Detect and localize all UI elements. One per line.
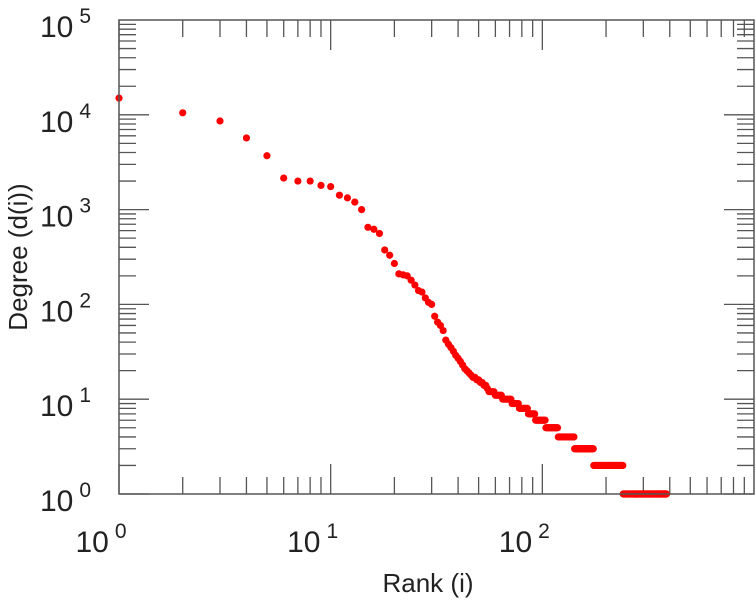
tick-exponent: 5 bbox=[79, 5, 91, 28]
y-tick-label: 10 2 bbox=[40, 289, 91, 328]
data-point bbox=[317, 181, 325, 190]
data-point bbox=[619, 461, 627, 470]
tick-exponent: 2 bbox=[538, 520, 550, 543]
data-point bbox=[570, 433, 578, 441]
tick-exponent: 4 bbox=[79, 100, 91, 123]
x-axis-title: Rank (i) bbox=[382, 568, 473, 598]
data-point bbox=[375, 229, 384, 238]
data-point bbox=[428, 300, 436, 308]
data-point bbox=[280, 174, 288, 182]
x-tick-labels: 10 0 10 1 10 2 bbox=[75, 520, 549, 559]
data-point bbox=[294, 177, 302, 185]
tick-base: 10 bbox=[287, 526, 320, 559]
x-tick-label: 10 2 bbox=[499, 520, 550, 559]
tick-exponent: 2 bbox=[79, 289, 91, 312]
data-point bbox=[431, 312, 439, 320]
data-point bbox=[439, 326, 447, 335]
y-axis-title: Degree (d(i)) bbox=[3, 183, 33, 330]
y-tick-label: 10 1 bbox=[40, 384, 91, 423]
tick-base: 10 bbox=[75, 526, 108, 559]
plot-frame bbox=[118, 19, 755, 495]
tick-exponent: 0 bbox=[115, 520, 127, 543]
data-point bbox=[589, 445, 597, 453]
tick-base: 10 bbox=[40, 390, 73, 423]
data-point bbox=[531, 410, 539, 418]
data-point bbox=[179, 109, 187, 117]
tick-exponent: 3 bbox=[79, 195, 91, 218]
data-point bbox=[364, 223, 372, 231]
data-point bbox=[263, 152, 271, 160]
data-point bbox=[381, 246, 389, 254]
tick-base: 10 bbox=[40, 485, 73, 518]
data-point bbox=[343, 194, 352, 202]
x-tick-label: 10 0 bbox=[75, 520, 126, 559]
y-tick-label: 10 5 bbox=[40, 5, 91, 44]
data-point bbox=[351, 198, 359, 206]
data-point bbox=[541, 416, 549, 424]
tick-base: 10 bbox=[499, 526, 532, 559]
data-point bbox=[407, 276, 415, 284]
data-points bbox=[115, 94, 671, 498]
tick-base: 10 bbox=[40, 11, 73, 44]
tick-exponent: 1 bbox=[327, 520, 339, 543]
axis-ticks bbox=[118, 20, 754, 495]
data-point bbox=[411, 281, 419, 289]
y-tick-labels: 10 0 10 1 10 2 10 3 10 4 10 5 bbox=[40, 5, 91, 518]
tick-base: 10 bbox=[40, 106, 73, 139]
data-point bbox=[523, 404, 531, 412]
data-point bbox=[357, 206, 366, 214]
data-point bbox=[242, 134, 251, 142]
data-point bbox=[370, 225, 378, 233]
tick-base: 10 bbox=[40, 201, 73, 234]
tick-exponent: 0 bbox=[79, 479, 91, 502]
tick-base: 10 bbox=[40, 295, 73, 328]
tick-exponent: 1 bbox=[79, 384, 91, 407]
data-point bbox=[335, 191, 344, 199]
data-point bbox=[216, 117, 224, 125]
data-point bbox=[390, 259, 398, 268]
data-point bbox=[418, 288, 426, 296]
data-point bbox=[306, 177, 314, 185]
y-tick-label: 10 3 bbox=[40, 195, 91, 234]
data-point bbox=[327, 182, 335, 191]
data-point bbox=[553, 424, 562, 432]
y-tick-label: 10 0 bbox=[40, 479, 91, 518]
x-tick-label: 10 1 bbox=[287, 520, 338, 559]
data-point bbox=[386, 251, 394, 259]
y-tick-label: 10 4 bbox=[40, 100, 91, 139]
